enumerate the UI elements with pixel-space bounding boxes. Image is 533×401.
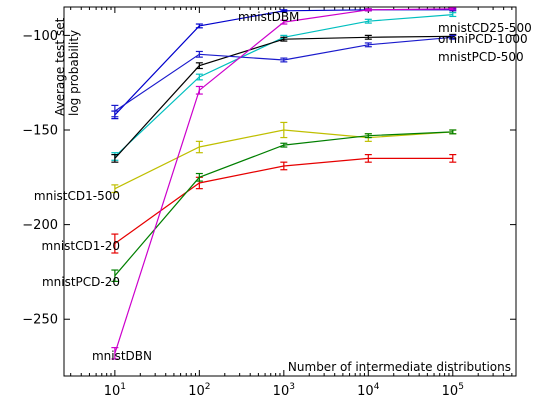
series-mnistcd1-20 <box>111 154 457 254</box>
y-tick-label: −200 <box>22 218 58 233</box>
plot-frame <box>63 6 517 377</box>
series-line <box>114 35 453 159</box>
label-omnipcd-1000: omniPCD-1000 <box>438 32 528 46</box>
x-tick-label: 104 <box>357 382 380 399</box>
x-tick-label: 105 <box>442 382 464 399</box>
series-mnistpcd-500 <box>111 34 457 118</box>
y-tick-label: −250 <box>22 313 58 328</box>
series-line <box>114 129 453 190</box>
x-axis-label: Number of intermediate distributions <box>288 360 511 374</box>
series-mnistcd1-500 <box>111 121 457 194</box>
series-line <box>114 36 453 112</box>
label-mnistpcd-500: mnistPCD-500 <box>438 50 524 64</box>
series-mnistpcd-20 <box>111 129 457 282</box>
y-axis-label: Average test set log probability <box>53 14 81 116</box>
y-tick-label: −100 <box>22 29 58 44</box>
series-layer <box>111 7 457 360</box>
axes: −100 −150 −200 −250 101 102 103 104 105 <box>22 7 516 399</box>
y-axis-label-line-1: Average test set <box>53 17 67 116</box>
x-tick-label: 102 <box>188 382 210 399</box>
label-mnistcd1-20: mnistCD1-20 <box>42 239 120 253</box>
label-mnistcd25-500: mnistCD25-500 <box>438 21 532 35</box>
series-line <box>114 157 453 244</box>
label-mnistcd1-500: mnistCD1-500 <box>34 189 120 203</box>
label-mnistdbm: mnistDBM <box>238 10 299 24</box>
series-mnistdbm <box>111 8 457 120</box>
series-omnipcd-1000 <box>111 33 457 163</box>
label-mnistpcd-20: mnistPCD-20 <box>42 275 120 289</box>
series-mnistdbn <box>111 7 457 360</box>
x-tick-label: 103 <box>273 382 295 399</box>
series-line <box>114 131 453 277</box>
y-tick-label: −150 <box>22 124 58 139</box>
x-tick-label: 101 <box>104 382 126 399</box>
label-mnistdbn: mnistDBN <box>92 349 152 363</box>
y-axis-label-line-2: log probability <box>67 30 81 116</box>
